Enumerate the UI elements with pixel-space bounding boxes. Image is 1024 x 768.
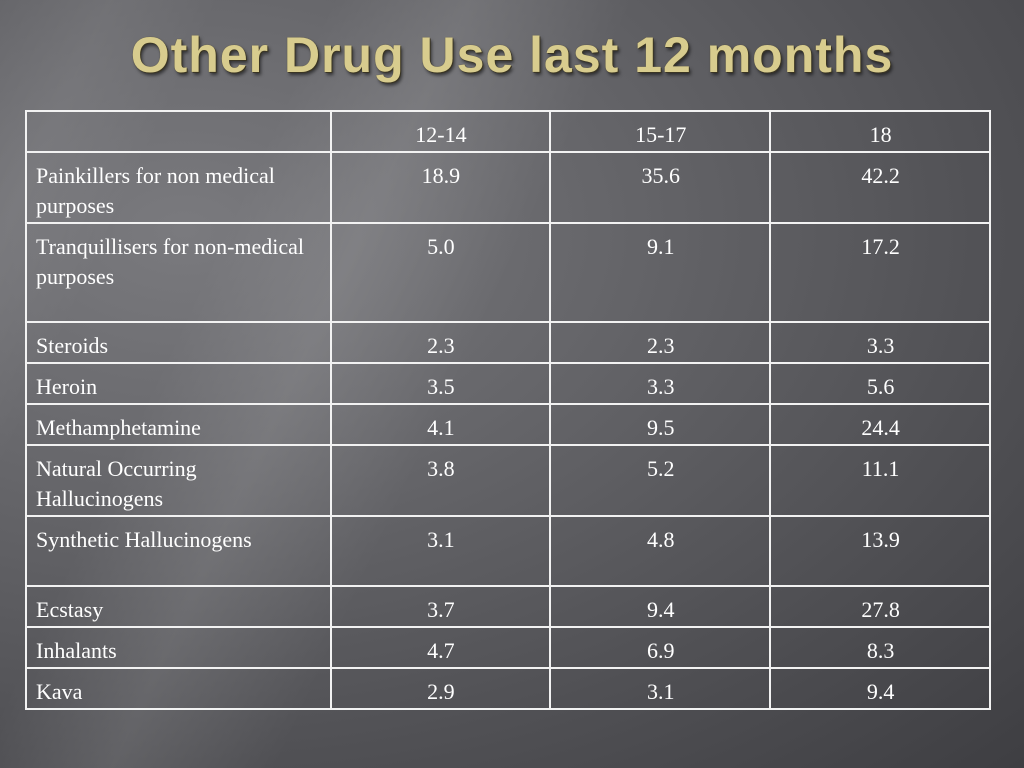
- cell-value: 3.3: [769, 321, 991, 364]
- drug-use-table: 12-14 15-17 18 Painkillers for non medic…: [25, 110, 991, 710]
- header-age-18: 18: [769, 110, 991, 153]
- cell-value: 9.4: [549, 585, 772, 628]
- cell-value: 13.9: [769, 515, 991, 587]
- row-label: Natural Occurring Hallucinogens: [25, 444, 332, 517]
- table-row: Ecstasy 3.7 9.4 27.8: [25, 585, 991, 628]
- table-row: Heroin 3.5 3.3 5.6: [25, 362, 991, 405]
- cell-value: 9.4: [769, 667, 991, 710]
- cell-value: 17.2: [769, 222, 991, 323]
- cell-value: 42.2: [769, 151, 991, 224]
- cell-value: 3.1: [549, 667, 772, 710]
- cell-value: 3.7: [329, 585, 552, 628]
- table-row: Tranquillisers for non-medical purposes …: [25, 222, 991, 323]
- cell-value: 35.6: [549, 151, 772, 224]
- cell-value: 9.5: [549, 403, 772, 446]
- row-label: Methamphetamine: [25, 403, 332, 446]
- row-label: Kava: [25, 667, 332, 710]
- cell-value: 6.9: [549, 626, 772, 669]
- cell-value: 9.1: [549, 222, 772, 323]
- cell-value: 2.9: [329, 667, 552, 710]
- cell-value: 4.7: [329, 626, 552, 669]
- table-row: Synthetic Hallucinogens 3.1 4.8 13.9: [25, 515, 991, 587]
- row-label: Tranquillisers for non-medical purposes: [25, 222, 332, 323]
- table-row: Steroids 2.3 2.3 3.3: [25, 321, 991, 364]
- cell-value: 8.3: [769, 626, 991, 669]
- header-age-12-14: 12-14: [329, 110, 552, 153]
- cell-value: 11.1: [769, 444, 991, 517]
- row-label: Heroin: [25, 362, 332, 405]
- row-label: Inhalants: [25, 626, 332, 669]
- cell-value: 24.4: [769, 403, 991, 446]
- row-label: Synthetic Hallucinogens: [25, 515, 332, 587]
- slide-title: Other Drug Use last 12 months: [130, 27, 894, 83]
- table-row: Kava 2.9 3.1 9.4: [25, 667, 991, 710]
- table-row: Natural Occurring Hallucinogens 3.8 5.2 …: [25, 444, 991, 517]
- cell-value: 2.3: [329, 321, 552, 364]
- cell-value: 5.2: [549, 444, 772, 517]
- cell-value: 3.1: [329, 515, 552, 587]
- cell-value: 3.8: [329, 444, 552, 517]
- table-row: Methamphetamine 4.1 9.5 24.4: [25, 403, 991, 446]
- table-header-row: 12-14 15-17 18: [25, 110, 991, 153]
- cell-value: 3.3: [549, 362, 772, 405]
- table-row: Painkillers for non medical purposes 18.…: [25, 151, 991, 224]
- cell-value: 5.0: [329, 222, 552, 323]
- cell-value: 27.8: [769, 585, 991, 628]
- cell-value: 3.5: [329, 362, 552, 405]
- header-blank-cell: [25, 110, 332, 153]
- cell-value: 2.3: [549, 321, 772, 364]
- row-label: Ecstasy: [25, 585, 332, 628]
- table-row: Inhalants 4.7 6.9 8.3: [25, 626, 991, 669]
- cell-value: 4.8: [549, 515, 772, 587]
- cell-value: 4.1: [329, 403, 552, 446]
- header-age-15-17: 15-17: [549, 110, 772, 153]
- row-label: Painkillers for non medical purposes: [25, 151, 332, 224]
- cell-value: 5.6: [769, 362, 991, 405]
- cell-value: 18.9: [329, 151, 552, 224]
- row-label: Steroids: [25, 321, 332, 364]
